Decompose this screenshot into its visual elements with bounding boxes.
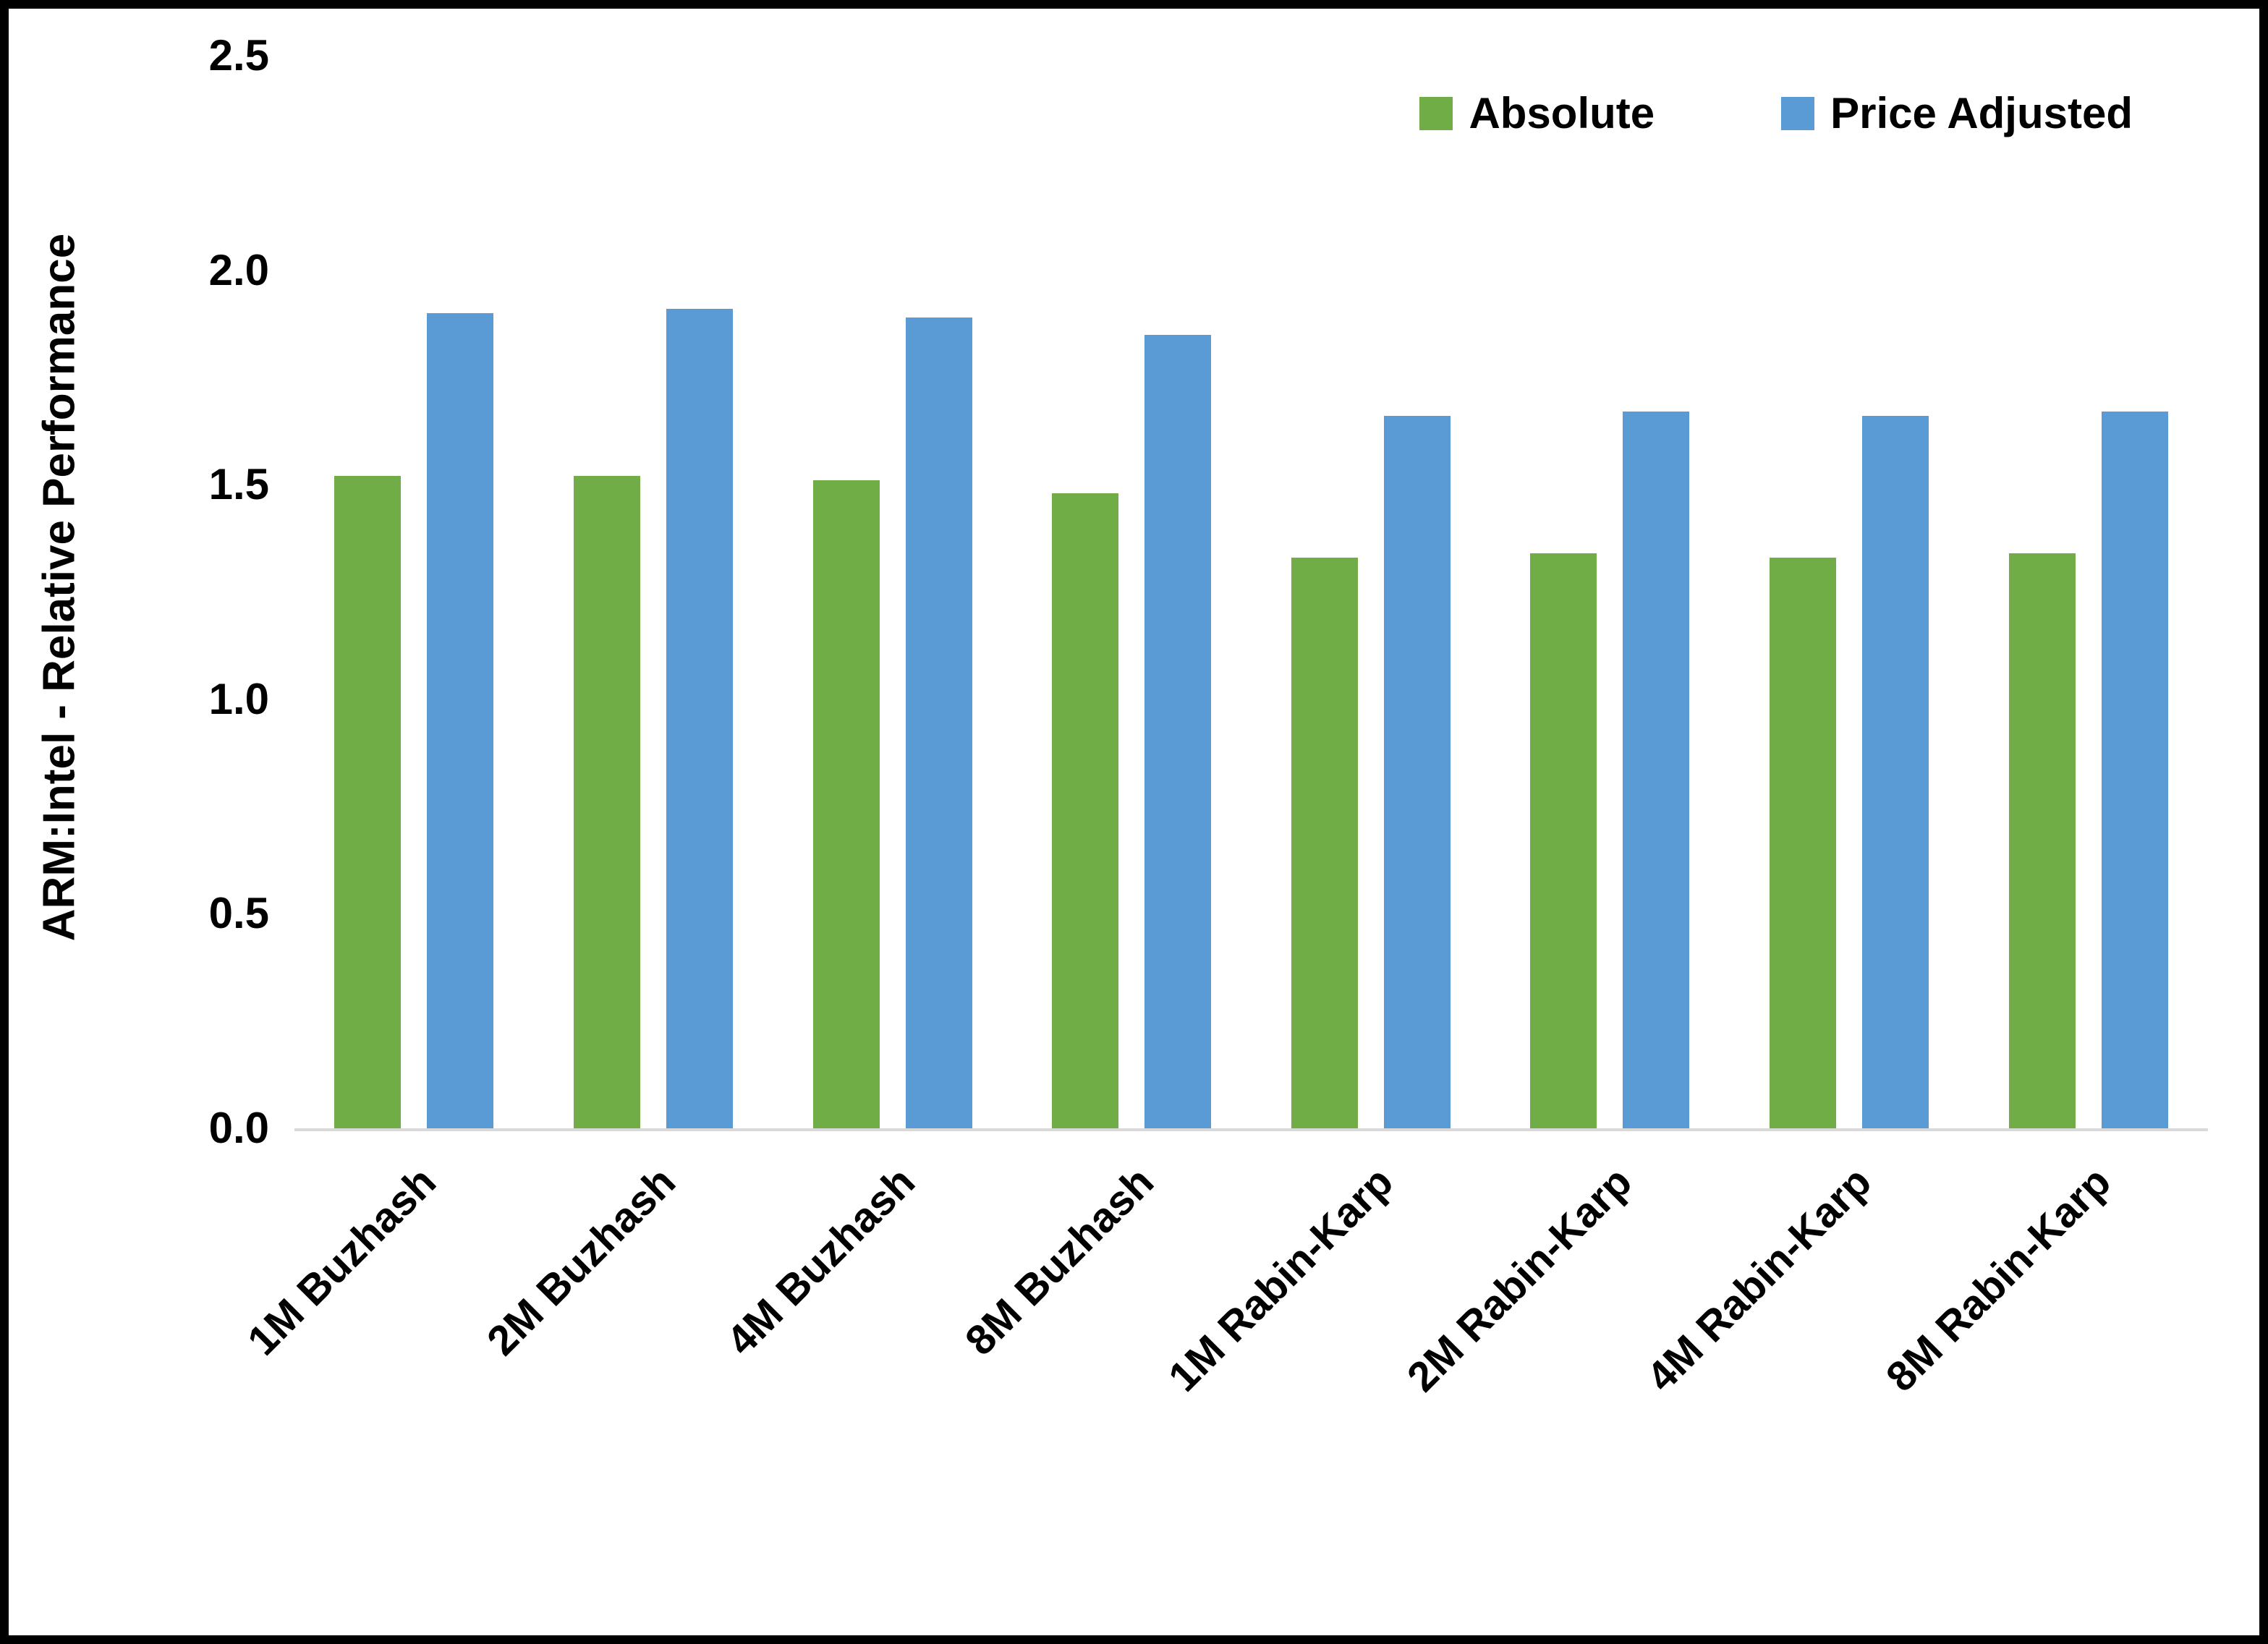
bar-price-adjusted	[1862, 416, 1929, 1128]
bar-absolute	[1770, 558, 1837, 1128]
bar-absolute	[334, 476, 402, 1128]
legend-label: Absolute	[1469, 89, 1655, 137]
y-tick-label: 0.5	[208, 889, 269, 938]
bar-price-adjusted	[427, 312, 494, 1128]
bar-absolute	[1291, 558, 1358, 1128]
legend-label: Price Adjusted	[1830, 89, 2133, 137]
bar-group	[1730, 56, 1969, 1128]
legend-item: Absolute	[1419, 92, 1655, 135]
bar-group	[1490, 56, 1730, 1128]
bar-absolute	[1052, 493, 1119, 1128]
y-tick-label: 2.0	[208, 245, 269, 294]
bar-group	[1012, 56, 1252, 1128]
legend: Absolute Price Adjusted	[1419, 92, 2133, 135]
bar-absolute	[2008, 553, 2076, 1128]
bar-group	[294, 56, 534, 1128]
legend-swatch	[1419, 97, 1453, 130]
y-tick-label: 2.5	[208, 31, 269, 80]
y-tick-label: 1.5	[208, 460, 269, 509]
x-axis: 1M Buzhash 2M Buzhash 4M Buzhash 8M Buzhash…	[239, 1131, 2208, 1507]
bar-absolute	[812, 480, 880, 1128]
plot-area	[294, 56, 2208, 1131]
bar-price-adjusted	[2101, 412, 2168, 1128]
y-tick-label: 1.0	[208, 674, 269, 723]
bar-absolute	[573, 476, 640, 1128]
bar-price-adjusted	[666, 309, 733, 1128]
y-axis-title: ARM:Intel - Relative Performance	[34, 233, 85, 942]
bar-price-adjusted	[1623, 412, 1690, 1128]
bar-group	[773, 56, 1012, 1128]
bar-absolute	[1530, 553, 1597, 1128]
legend-swatch	[1781, 97, 1815, 130]
y-tick-label: 0.0	[208, 1104, 269, 1152]
bar-price-adjusted	[1383, 416, 1451, 1128]
legend-item: Price Adjusted	[1781, 92, 2133, 135]
bar-group	[1252, 56, 1491, 1128]
bar-group	[1968, 56, 2208, 1128]
bar-price-adjusted	[1144, 334, 1212, 1128]
bar-group	[534, 56, 773, 1128]
y-axis: 0.0 0.5 1.0 1.5 2.0 2.5	[95, 34, 269, 1150]
bar-price-adjusted	[905, 317, 972, 1128]
